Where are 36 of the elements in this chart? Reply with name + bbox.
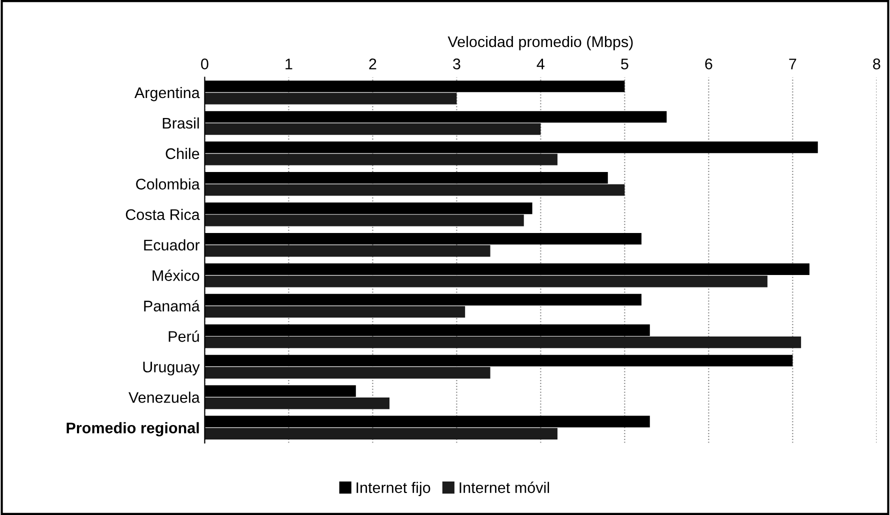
bar xyxy=(204,184,625,196)
bar xyxy=(204,428,558,440)
y-tick-label: México xyxy=(152,270,200,281)
y-tick-label: Costa Rica xyxy=(126,208,200,220)
y-tick-label: Colombia xyxy=(136,178,200,190)
legend-label: Internet móvil xyxy=(460,482,550,494)
x-tick-label: 1 xyxy=(286,58,292,70)
y-tick-label: Promedio regional xyxy=(66,422,199,436)
y-tick-label: Brasil xyxy=(162,117,199,129)
x-tick-label: 0 xyxy=(201,58,208,70)
bar xyxy=(204,154,558,166)
x-tick-label: 5 xyxy=(621,58,628,70)
bar xyxy=(204,276,768,288)
bar xyxy=(204,214,524,226)
x-tick-label: 7 xyxy=(789,58,796,70)
bar xyxy=(204,367,490,379)
x-tick-label: 2 xyxy=(369,58,376,70)
bar xyxy=(204,92,457,104)
y-tick-label: Ecuador xyxy=(144,239,200,251)
y-tick-label: Chile xyxy=(166,148,200,160)
bar xyxy=(204,398,390,410)
y-tick-label: Uruguay xyxy=(143,362,200,376)
legend-label: Internet fijo xyxy=(356,482,430,496)
bar xyxy=(204,306,466,318)
x-axis-title: Velocidad promedio (Mbps) xyxy=(448,36,633,50)
y-tick-label: Venezuela xyxy=(128,392,200,403)
x-tick-label: 4 xyxy=(536,58,544,70)
y-tick-label: Panamá xyxy=(144,300,200,312)
y-tick-label: Perú xyxy=(168,330,199,342)
y-tick-label: Argentina xyxy=(134,86,200,102)
x-tick-label: 3 xyxy=(453,58,460,70)
x-tick-label: 6 xyxy=(705,58,712,70)
bar xyxy=(204,336,802,348)
bar xyxy=(204,123,541,135)
x-tick-label: 8 xyxy=(873,58,880,70)
bar xyxy=(204,245,490,257)
